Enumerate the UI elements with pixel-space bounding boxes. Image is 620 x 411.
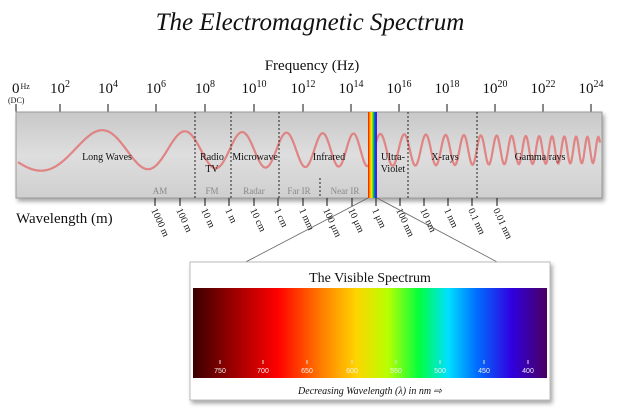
- wavelength-tick-label: 0.1 nm: [465, 207, 487, 237]
- wavelength-tick-label: 1 μm: [369, 207, 388, 231]
- wave-line: [17, 129, 602, 172]
- wavelength-tick-label: 1 nm: [441, 207, 460, 230]
- region-violet: Violet: [381, 164, 406, 175]
- visible-tick-label: 400: [522, 368, 534, 375]
- region-infrared: Infrared: [313, 152, 345, 163]
- wavelength-tick-label: 1 m: [222, 207, 239, 226]
- frequency-tick-label: 1022: [531, 79, 556, 97]
- frequency-tick-label: 106: [146, 79, 166, 97]
- region-long-waves: Long Waves: [82, 152, 132, 163]
- wavelength-tick-label: 1 cm: [271, 207, 289, 230]
- wavelength-tick-label: 100 m: [173, 207, 194, 235]
- wavelength-tick-label: 1 mm: [296, 207, 316, 233]
- sub-band-fm: FM: [205, 186, 218, 196]
- region-labels: Long Waves Radio TV Microwave Infrared U…: [82, 152, 565, 175]
- visible-tick-label: 700: [257, 368, 269, 375]
- frequency-tick-label: 1016: [387, 79, 412, 97]
- frequency-tick-labels: 0Hz(DC) 102 104 106 108 1010 1012 1014 1016 1018 1…: [8, 79, 604, 112]
- visible-tick-label: 750: [214, 368, 226, 375]
- visible-tick-label: 650: [301, 368, 313, 375]
- wavelength-axis-label: Wavelength (m): [16, 211, 113, 227]
- frequency-tick-label: 1012: [291, 79, 316, 97]
- wavelength-tick-label: 0.01 nm: [490, 207, 514, 242]
- visible-spectrum-panel: The Visible Spectrum 750 700 650 600 550 500 4…: [189, 261, 551, 401]
- visible-spectrum-ticks: 750 700 650 600 550 500 450 400: [214, 360, 534, 375]
- spectrum-band: [15, 111, 603, 199]
- visible-tick-label: 600: [346, 368, 358, 375]
- frequency-dc-note: (DC): [8, 96, 25, 105]
- frequency-tick-label: 0Hz: [12, 81, 30, 97]
- wavelength-tick-label: 1000 m: [148, 207, 171, 239]
- frequency-tick-label: 1014: [339, 79, 364, 97]
- frequency-tick-label: 104: [98, 79, 118, 97]
- wavelength-tick-label: 100 μm: [320, 207, 343, 240]
- sub-band-labels: AM FM Radar Far IR Near IR: [153, 186, 360, 196]
- visible-spectrum-gradient: [193, 288, 547, 378]
- frequency-tick-label: 1024: [579, 79, 604, 97]
- visible-tick-label: 450: [478, 368, 490, 375]
- wavelength-tick-label: 10 m: [198, 207, 217, 230]
- region-ultra: Ultra-: [381, 152, 405, 163]
- visible-strip: [368, 112, 377, 198]
- wavelength-tick-label: 10 μm: [345, 207, 366, 235]
- visible-tick-label: 550: [390, 368, 402, 375]
- sub-band-radar: Radar: [243, 186, 265, 196]
- frequency-tick-label: 108: [195, 79, 215, 97]
- wavelength-tick-label: 10 cm: [247, 207, 268, 234]
- sub-band-near-ir: Near IR: [331, 186, 360, 196]
- frequency-tick-label: 1020: [483, 79, 508, 97]
- wavelength-tick-label: 10 nm: [417, 207, 438, 235]
- wavelength-tick-label: 100 nm: [393, 207, 416, 239]
- sub-band-am: AM: [153, 186, 168, 196]
- sub-band-far-ir: Far IR: [287, 186, 310, 196]
- region-gamma: Gamma rays: [515, 152, 566, 163]
- frequency-tick-label: 102: [50, 79, 70, 97]
- region-xrays: X-rays: [431, 152, 458, 163]
- region-dividers: [194, 112, 478, 198]
- frequency-axis-label: Frequency (Hz): [265, 58, 360, 74]
- visible-spectrum-title: The Visible Spectrum: [309, 271, 431, 286]
- visible-tick-label: 500: [434, 368, 446, 375]
- region-radio: Radio: [200, 152, 224, 163]
- frequency-tick-label: 1018: [435, 79, 460, 97]
- diagram-title: The Electromagnetic Spectrum: [156, 9, 465, 36]
- visible-spectrum-caption: Decreasing Wavelength (λ) in nm ⇨: [297, 386, 443, 397]
- frequency-tick-label: 1010: [242, 79, 267, 97]
- region-microwave: Microwave: [232, 152, 278, 163]
- region-tv: TV: [205, 164, 219, 175]
